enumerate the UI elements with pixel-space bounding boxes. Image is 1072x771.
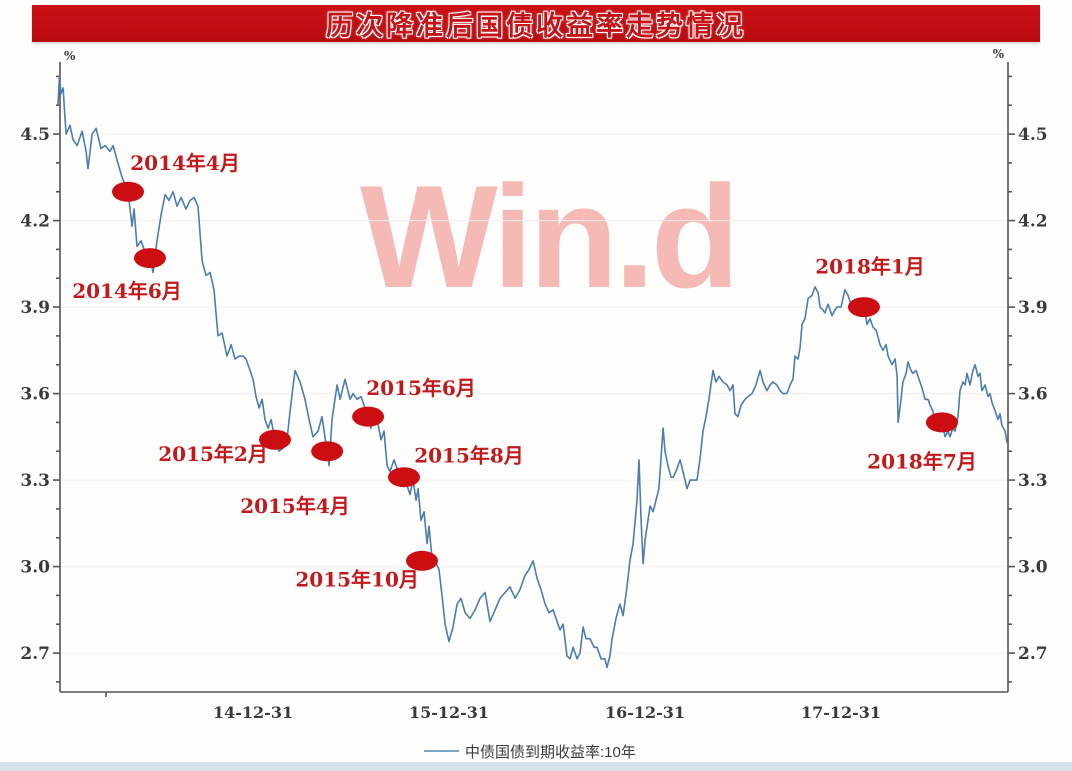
- axes-and-ticks: 2.7 2.7 3.0 3.0 3.3 3.3 3.6 3.6 3.9 3.9 4.2 4.2 4.5 4…: [20, 62, 1048, 722]
- y-tick-label-left: 3.6: [20, 385, 50, 405]
- page-title: 历次降准后国债收益率走势情况: [326, 11, 746, 41]
- rrr-cut-marker: [387, 467, 420, 488]
- rrr-cut-date-label: 2018年1月: [815, 255, 925, 279]
- rrr-cut-marker: [112, 181, 145, 202]
- rrr-cut-marker: [311, 441, 344, 462]
- rrr-cut-marker: [925, 412, 958, 433]
- wind-watermark: Win.d: [360, 155, 736, 318]
- y-tick-label-left: 2.7: [20, 644, 50, 664]
- rrr-cut-date-label: 2014年6月: [72, 279, 182, 303]
- rrr-cut-date-label: 2015年10月: [295, 568, 419, 592]
- y-tick-label-left: 3.3: [20, 471, 50, 491]
- y-tick-label-right: 3.9: [1018, 298, 1048, 318]
- y-tick-label-left: 4.2: [20, 212, 50, 232]
- y-tick-label-right: 2.7: [1018, 644, 1048, 664]
- rrr-cut-date-label: 2018年7月: [867, 449, 977, 473]
- rrr-cut-marker: [133, 248, 166, 269]
- rrr-cut-date-label: 2015年4月: [240, 494, 350, 518]
- x-tick-label: 16-12-31: [605, 703, 685, 722]
- title-banner: 历次降准后国债收益率走势情况: [32, 5, 1040, 42]
- legend: 中债国债到期收益率:10年: [424, 744, 636, 761]
- y-tick-label-right: 3.0: [1018, 558, 1048, 578]
- x-tick-label: 15-12-31: [409, 703, 489, 722]
- y-tick-label-right: 3.6: [1018, 385, 1048, 405]
- legend-series-label: 中债国债到期收益率:10年: [465, 744, 636, 761]
- rrr-cut-date-label: 2015年6月: [366, 376, 476, 400]
- y-tick-label-left: 3.9: [20, 298, 50, 318]
- y-tick-label-left: 4.5: [20, 125, 50, 145]
- right-axis-unit-label: %: [993, 47, 1005, 61]
- rrr-cut-marker: [352, 406, 385, 427]
- x-tick-label: 14-12-31: [213, 703, 293, 722]
- bottom-strip: [0, 762, 1072, 771]
- rrr-cut-date-label: 2014年4月: [130, 151, 240, 175]
- x-tick-label: 17-12-31: [801, 703, 881, 722]
- rrr-cut-date-label: 2015年2月: [158, 442, 268, 466]
- rrr-cut-date-label: 2015年8月: [414, 444, 524, 468]
- rrr-cut-marker: [405, 550, 438, 571]
- y-tick-label-right: 4.2: [1018, 212, 1048, 232]
- y-tick-label-right: 3.3: [1018, 471, 1048, 491]
- rrr-cut-marker: [847, 297, 880, 318]
- y-tick-label-right: 4.5: [1018, 125, 1048, 145]
- yield-line-series: [57, 75, 1008, 669]
- rrr-cut-annotations: 2014年4月 2014年6月 2015年2月 2015年4月 2015年6月 2015年…: [72, 151, 977, 592]
- y-tick-label-left: 3.0: [20, 558, 50, 578]
- yield-line: [57, 75, 1008, 669]
- gridlines: [60, 133, 1008, 654]
- left-axis-unit-label: %: [64, 49, 76, 63]
- rrr-cut-marker: [259, 429, 292, 450]
